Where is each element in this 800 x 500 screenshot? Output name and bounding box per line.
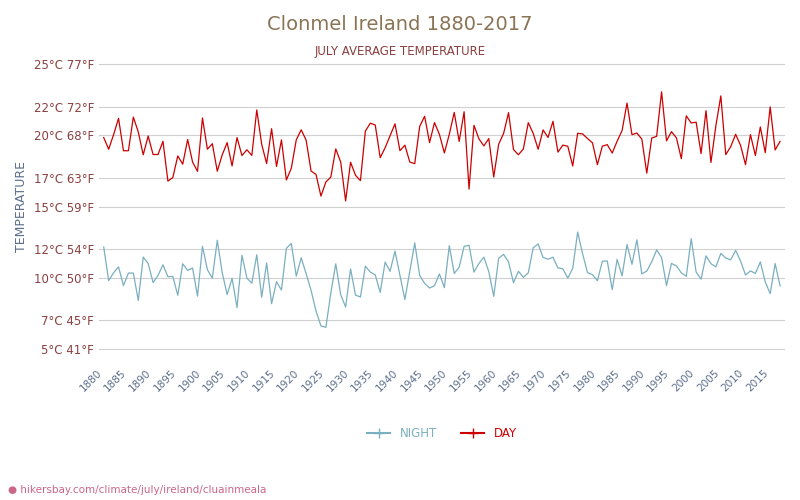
Legend: NIGHT, DAY: NIGHT, DAY — [362, 422, 522, 445]
Text: ● hikersbay.com/climate/july/ireland/cluainmeala: ● hikersbay.com/climate/july/ireland/clu… — [8, 485, 266, 495]
Y-axis label: TEMPERATURE: TEMPERATURE — [15, 161, 28, 252]
Text: JULY AVERAGE TEMPERATURE: JULY AVERAGE TEMPERATURE — [314, 45, 486, 58]
Text: Clonmel Ireland 1880-2017: Clonmel Ireland 1880-2017 — [267, 15, 533, 34]
